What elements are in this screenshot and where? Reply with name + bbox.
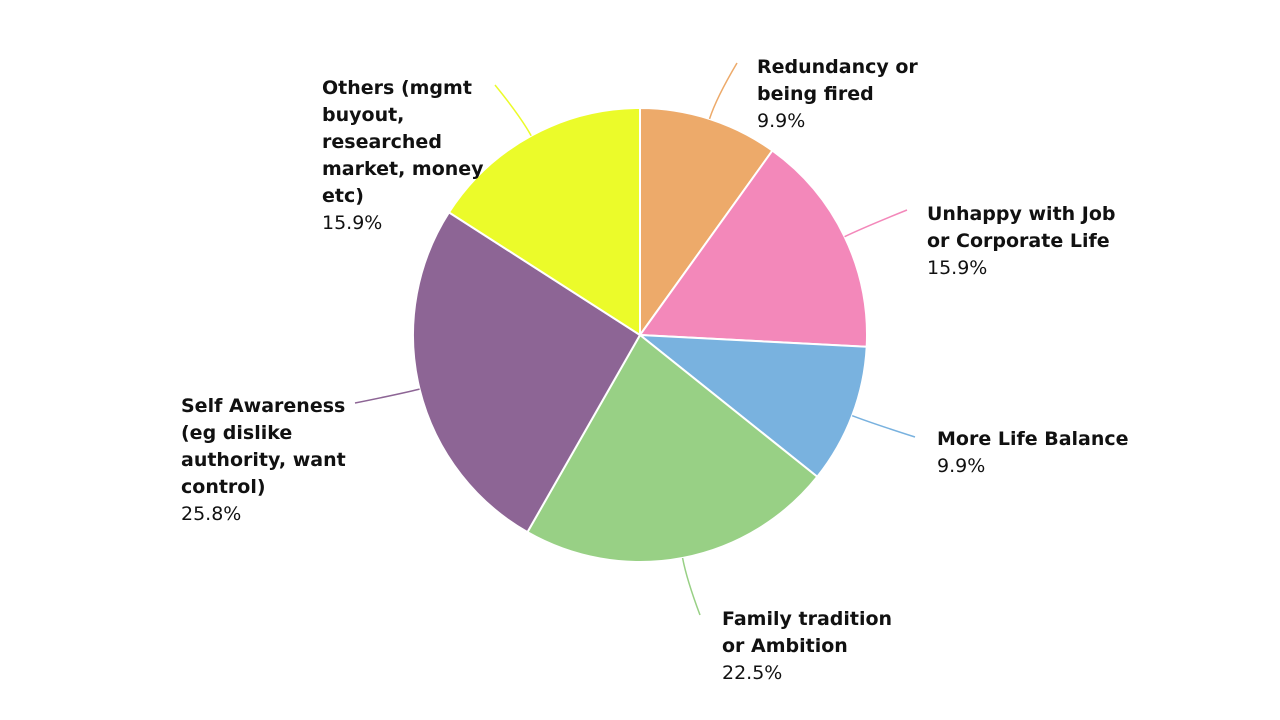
slice-label: Unhappy with Job or Corporate Life 15.9% bbox=[927, 201, 1116, 282]
category-name: Others (mgmt buyout, researched market, … bbox=[322, 77, 484, 207]
pie-slice bbox=[636, 333, 868, 479]
category-name: Redundancy or being fired bbox=[757, 56, 918, 105]
percent-label: 25.8% bbox=[181, 503, 242, 525]
percent-label: 9.9% bbox=[937, 455, 986, 477]
pie-slice bbox=[526, 333, 819, 563]
leader-line bbox=[681, 557, 701, 616]
percent-label: 9.9% bbox=[757, 110, 806, 132]
leader-line bbox=[354, 388, 420, 404]
leader-line bbox=[708, 62, 738, 120]
slice-label: Family tradition or Ambition 22.5% bbox=[722, 606, 892, 687]
leader-line bbox=[851, 414, 916, 438]
slice-label: Self Awareness (eg dislike authority, wa… bbox=[181, 393, 346, 528]
pie-slice bbox=[412, 210, 642, 534]
slice-label: Others (mgmt buyout, researched market, … bbox=[322, 75, 484, 237]
leader-line bbox=[844, 209, 908, 238]
leader-line bbox=[494, 84, 532, 137]
percent-label: 15.9% bbox=[927, 257, 988, 279]
category-name: Unhappy with Job or Corporate Life bbox=[927, 203, 1116, 252]
slice-label: Redundancy or being fired 9.9% bbox=[757, 54, 918, 135]
category-name: Family tradition or Ambition bbox=[722, 608, 893, 657]
percent-label: 22.5% bbox=[722, 662, 783, 684]
pie-slice bbox=[447, 106, 641, 337]
slice-label: More Life Balance 9.9% bbox=[937, 426, 1129, 480]
category-name: More Life Balance bbox=[937, 428, 1129, 450]
category-name: Self Awareness (eg dislike authority, wa… bbox=[181, 395, 346, 498]
percent-label: 15.9% bbox=[322, 212, 383, 234]
pie-slice bbox=[638, 149, 868, 348]
